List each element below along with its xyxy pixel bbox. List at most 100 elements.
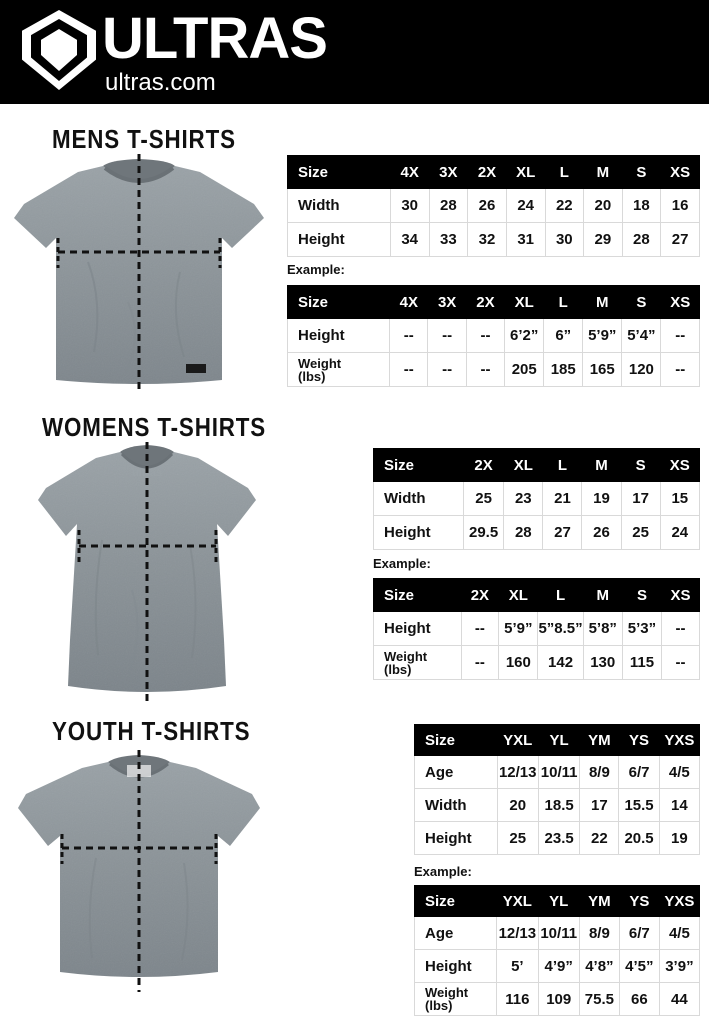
cell: 5’8” — [582, 611, 623, 646]
brand-lockup: ULTRAS ultras.com — [22, 6, 328, 96]
cell: 4/5 — [658, 755, 701, 789]
column-header: XL — [498, 578, 539, 612]
cell: 28 — [428, 188, 469, 223]
table-header-row: Size YXL YL YM YS YXS — [413, 885, 701, 917]
cell: 205 — [504, 352, 545, 387]
cell: 160 — [498, 645, 539, 680]
table-row: Weight (lbs) -- -- -- 205 185 165 120 -- — [286, 352, 700, 387]
column-header: Size — [287, 155, 391, 189]
cell: 19 — [581, 481, 622, 516]
column-header: XS — [659, 448, 701, 482]
cell: -- — [465, 352, 506, 387]
cell: -- — [460, 645, 500, 680]
row-label: Height — [287, 222, 391, 257]
cell: 31 — [505, 222, 546, 257]
column-header: L — [537, 578, 584, 612]
row-label: Height — [413, 949, 498, 983]
column-header: XS — [661, 578, 700, 612]
column-header: XS — [660, 155, 700, 189]
cell: 30 — [544, 222, 585, 257]
column-header: M — [581, 448, 622, 482]
mens-example-label: Example: — [287, 262, 345, 277]
cell: 10/11 — [537, 916, 580, 950]
cell: 28 — [503, 515, 544, 550]
page-header: ULTRAS ultras.com — [0, 0, 709, 104]
section-title-womens: WOMENS T-SHIRTS — [42, 412, 267, 442]
cell: 30 — [389, 188, 430, 223]
cell: 24 — [505, 188, 546, 223]
column-header: XL — [504, 285, 545, 319]
table-header-row: Size 2X XL L M S XS — [373, 578, 700, 612]
cell: -- — [389, 352, 429, 387]
cell: 66 — [618, 982, 660, 1016]
column-header: M — [583, 155, 623, 189]
row-label: Height — [286, 318, 391, 353]
cell: 24 — [659, 515, 701, 550]
youth-example-table: Size YXL YL YM YS YXS Age 12/13 10/11 8/… — [413, 885, 701, 1016]
column-header: 4X — [389, 155, 430, 189]
column-header: L — [544, 155, 585, 189]
cell: 6’2” — [504, 318, 545, 353]
cell: 142 — [537, 645, 584, 680]
womens-tshirt-icon: ultras — [32, 440, 262, 708]
column-header: M — [582, 285, 623, 319]
column-header: YL — [537, 885, 580, 917]
youth-example-label: Example: — [414, 864, 472, 879]
cell: 15.5 — [618, 788, 660, 822]
cell: 20.5 — [618, 821, 660, 855]
column-header: YXL — [496, 724, 539, 756]
youth-size-table: Size YXL YL YM YS YXS Age 12/13 10/11 8/… — [414, 724, 701, 855]
column-header: Size — [414, 724, 498, 756]
section-title-mens: MENS T-SHIRTS — [52, 124, 236, 154]
table-row: Width 20 18.5 17 15.5 14 — [414, 788, 701, 822]
womens-example-table: Size 2X XL L M S XS Height -- 5’9” 5”8.5… — [373, 578, 700, 680]
cell: 44 — [658, 982, 701, 1016]
table-row: Width 30 28 26 24 22 20 18 16 — [287, 188, 700, 223]
cell: 15 — [659, 481, 701, 516]
cell: 109 — [537, 982, 580, 1016]
section-title-youth: YOUTH T-SHIRTS — [52, 716, 251, 746]
table-row: Weight (lbs) -- 160 142 130 115 -- — [373, 645, 700, 680]
column-header: S — [620, 448, 661, 482]
column-header: XL — [505, 155, 546, 189]
column-header: YS — [618, 885, 660, 917]
row-label: Weight (lbs) — [373, 645, 462, 680]
womens-size-table: Size 2X XL L M S XS Width 25 23 21 19 17… — [372, 448, 701, 550]
row-label: Weight (lbs) — [286, 352, 391, 387]
cell: 4/5 — [658, 916, 701, 950]
column-header: S — [621, 155, 662, 189]
row-label-line1: Weight — [425, 985, 469, 1000]
cell: 165 — [582, 352, 623, 387]
cell: -- — [661, 611, 700, 646]
womens-example-label: Example: — [373, 556, 431, 571]
shield-pentagon-icon — [22, 10, 96, 90]
cell: -- — [460, 611, 500, 646]
cell: 5”8.5” — [537, 611, 584, 646]
column-header: YXL — [496, 885, 539, 917]
cell: 18 — [621, 188, 662, 223]
table-header-row: Size YXL YL YM YS YXS — [414, 724, 701, 756]
table-row: Height 5’ 4’9” 4’8” 4’5” 3’9” — [413, 949, 701, 983]
brand-name: ULTRAS — [102, 6, 328, 71]
table-header-row: Size 4X 3X 2X XL L M S XS — [287, 155, 700, 189]
cell: 26 — [467, 188, 507, 223]
cell: 25 — [496, 821, 539, 855]
cell: 14 — [658, 788, 701, 822]
cell: 120 — [621, 352, 662, 387]
cell: 12/13 — [496, 916, 539, 950]
column-header: 4X — [389, 285, 429, 319]
cell: 12/13 — [496, 755, 539, 789]
mens-size-table: Size 4X 3X 2X XL L M S XS Width 30 28 26… — [287, 155, 700, 257]
cell: 16 — [660, 188, 700, 223]
table-header-row: Size 4X 3X 2X XL L M S XS — [286, 285, 700, 319]
cell: 20 — [496, 788, 539, 822]
cell: 23 — [503, 481, 544, 516]
cell: 4’9” — [537, 949, 580, 983]
cell: -- — [389, 318, 429, 353]
cell: 6/7 — [618, 916, 660, 950]
cell: 5’9” — [582, 318, 623, 353]
column-header: 2X — [463, 448, 505, 482]
cell: 5’4” — [621, 318, 662, 353]
cell: 75.5 — [578, 982, 620, 1016]
cell: 17 — [579, 788, 620, 822]
